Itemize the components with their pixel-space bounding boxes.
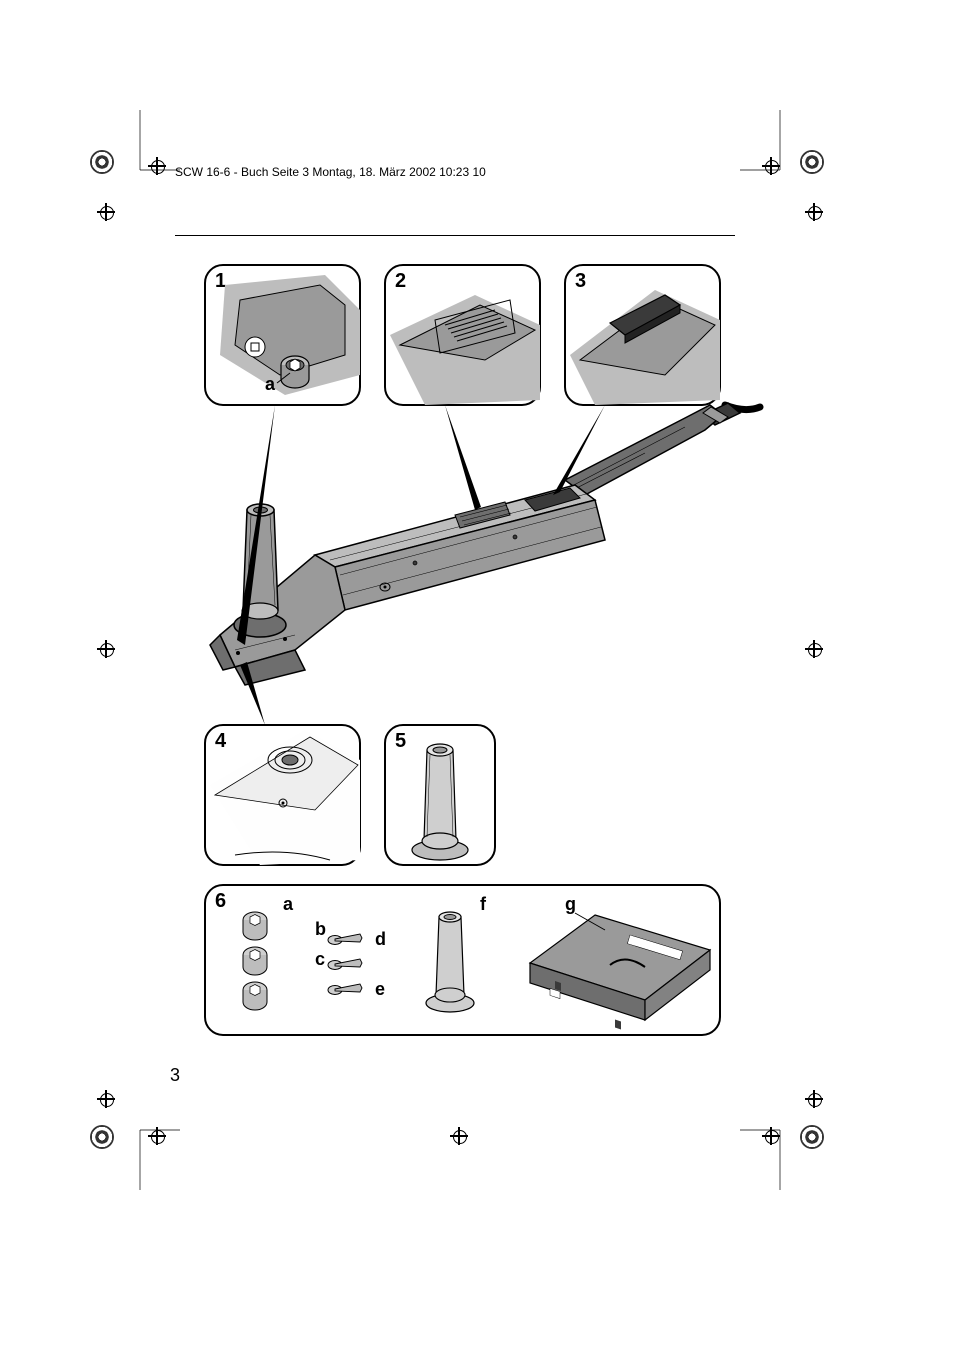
- header-text: SCW 16-6 - Buch Seite 3 Montag, 18. März…: [175, 165, 486, 179]
- panel-label: 3: [575, 270, 586, 292]
- panel-sublabel: e: [375, 979, 385, 999]
- registration-mark-icon: [800, 1125, 824, 1149]
- target-mark-icon: [148, 157, 166, 175]
- header-rule: [175, 235, 735, 236]
- panel-sublabel: b: [315, 919, 326, 939]
- panel-sublabel: c: [315, 949, 325, 969]
- panel-label: 2: [395, 270, 406, 292]
- registration-mark-icon: [800, 150, 824, 174]
- callout-leader: [445, 405, 481, 510]
- target-mark-icon: [450, 1127, 468, 1145]
- panel-6: 6 a b c d e f: [205, 885, 720, 1035]
- registration-mark-icon: [90, 150, 114, 174]
- target-mark-icon: [97, 203, 115, 221]
- panel-5: 5: [385, 725, 495, 865]
- main-tool-figure: [210, 403, 760, 685]
- registration-mark-icon: [90, 1125, 114, 1149]
- panel-2: 2: [385, 265, 540, 405]
- panel-3: 3: [565, 265, 720, 405]
- target-mark-icon: [762, 157, 780, 175]
- panel-sublabel: g: [565, 894, 576, 914]
- panel-1: 1 a: [205, 265, 360, 405]
- page-number: 3: [170, 1065, 180, 1086]
- panel-sublabel: a: [283, 894, 294, 914]
- target-mark-icon: [97, 640, 115, 658]
- panel-label: 6: [215, 890, 226, 912]
- panel-label: 4: [215, 730, 227, 752]
- panel-4: 4: [205, 725, 360, 865]
- panel-sublabel: f: [480, 894, 487, 914]
- target-mark-icon: [805, 1090, 823, 1108]
- target-mark-icon: [762, 1127, 780, 1145]
- target-mark-icon: [148, 1127, 166, 1145]
- target-mark-icon: [805, 203, 823, 221]
- tool-diagram: 1 a 2 3: [165, 255, 765, 1055]
- panel-sublabel: d: [375, 929, 386, 949]
- panel-sublabel: a: [265, 374, 276, 394]
- panel-label: 1: [215, 270, 226, 292]
- target-mark-icon: [97, 1090, 115, 1108]
- panel-label: 5: [395, 730, 406, 752]
- target-mark-icon: [805, 640, 823, 658]
